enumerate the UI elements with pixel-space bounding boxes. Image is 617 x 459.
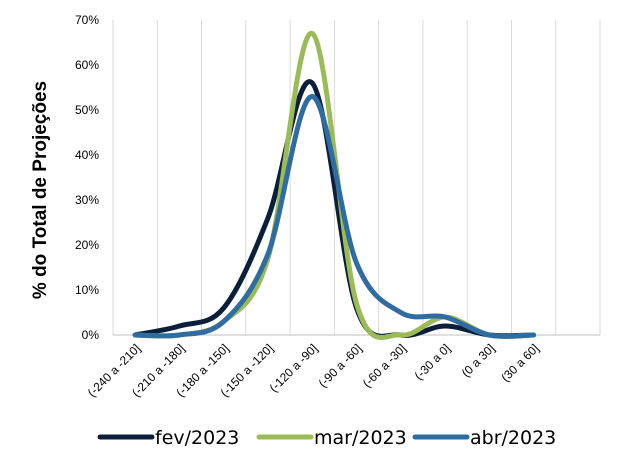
grid-lines — [112, 20, 601, 335]
y-axis-label: % do Total de Projeções — [30, 81, 51, 299]
y-tick-label: 40% — [75, 148, 99, 162]
series-line-abr-2023 — [132, 94, 537, 339]
x-tick-labels: (-240 a -210](-210 a -180](-180 a -150](… — [85, 341, 542, 399]
series-lines — [132, 30, 537, 340]
y-tick-label: 50% — [75, 103, 99, 117]
x-tick-label: (30 a 60] — [498, 341, 541, 384]
legend-label: mar/2023 — [314, 427, 407, 449]
y-tick-label: 10% — [75, 283, 99, 297]
x-tick-label: (-120 a -90] — [267, 341, 321, 395]
y-tick-label: 60% — [75, 58, 99, 72]
y-tick-label: 30% — [75, 193, 99, 207]
y-tick-label: 70% — [75, 13, 99, 27]
x-tick-label: (-90 a -60] — [316, 341, 365, 390]
x-tick-label: (-60 a -30] — [360, 341, 409, 390]
legend-label: abr/2023 — [470, 427, 556, 449]
x-tick-label: (-30 a 0] — [412, 341, 454, 383]
y-tick-label: 20% — [75, 238, 99, 252]
x-tick-label: (0 a 30] — [459, 341, 498, 380]
y-tick-labels: 0% 10% 20% 30% 40% 50% 60% 70% — [75, 13, 99, 342]
legend: fev/2023 mar/2023 abr/2023 — [97, 427, 556, 449]
legend-label: fev/2023 — [155, 427, 239, 449]
y-tick-label: 0% — [82, 328, 100, 342]
